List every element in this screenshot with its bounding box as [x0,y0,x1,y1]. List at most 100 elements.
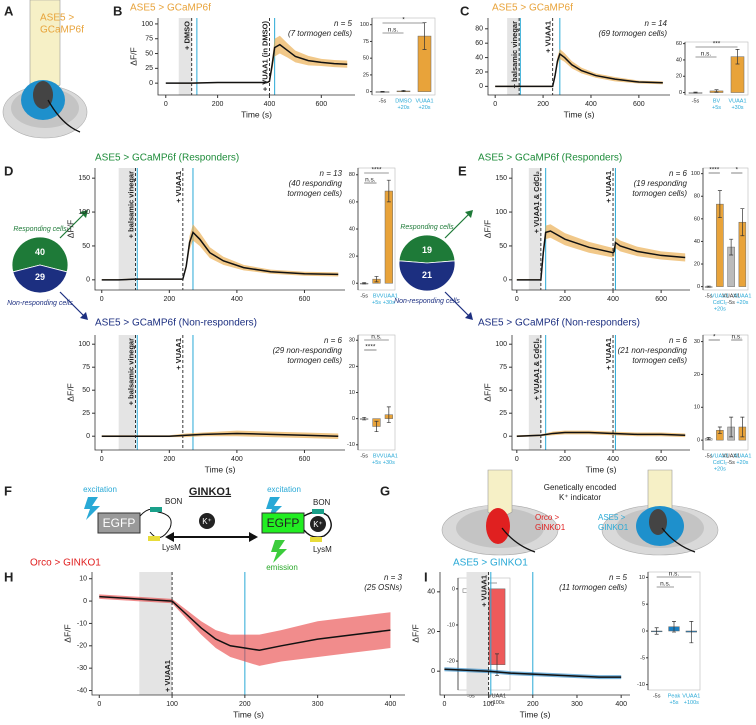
error-bar [740,416,745,438]
event-label: + VUAA1 & CdCl₂ [532,171,541,233]
annotation: n = 6 [669,169,688,178]
y-tick-label: 25 [363,72,369,78]
error-bar [672,620,676,633]
x-tick-label: 0 [493,101,497,108]
x-tick-label: +20s [397,105,409,111]
x-tick-label: 0 [100,456,104,463]
error-bar [386,179,391,203]
y-tick-label: 75 [82,364,90,371]
mean-line [516,230,686,281]
event-label: + balsamic vinegar [127,171,136,238]
stim-window [528,335,541,450]
panel-label: I [424,569,428,584]
stim-window [507,18,520,95]
y-tick-label: 0 [431,668,435,675]
y-tick-label: -40 [77,687,87,694]
event-label: + VUAA1 (in DMSO) [260,21,269,92]
x-tick-label: 400 [231,296,243,303]
x-tick-label: -5s [467,693,475,699]
y-tick-label: 75 [145,36,153,43]
x-tick-label: +5s [712,105,721,111]
error-bar [735,48,740,65]
annotation: tormogen cells) [632,189,687,198]
error-band [516,224,686,281]
y-tick-label: 30 [694,339,700,345]
x-tick-label: +20s [736,460,748,466]
x-tick-label: 400 [585,101,597,108]
x-tick-label: 600 [315,101,327,108]
pie-legend: Responding cells [13,226,67,233]
event-label: + VUAA1 [174,338,183,370]
x-tick-label: +20s [418,105,430,111]
error-band [495,48,663,88]
error-band [99,594,391,666]
y-axis-label: ΔF/F [410,624,420,642]
annotation: (11 tormogen cells) [559,583,627,592]
error-bar [729,238,734,256]
error-bar [401,89,406,93]
x-tick-label: +100s [684,700,699,706]
pie-legend: Non-responding cells [7,300,73,307]
pie-slice [12,264,68,294]
significance-label: **** [365,344,376,351]
x-tick-label: 600 [633,101,645,108]
x-tick-label: 200 [537,101,549,108]
chart-title: ASE5 > GCaMP6f [492,3,573,14]
mean-line [101,230,339,281]
error-bar [689,620,694,644]
error-bar [422,22,427,50]
event-label: + VUAA1 [604,171,613,203]
annotation: (7 tormogen cells) [288,29,352,38]
chart-title: ASE5 > GCaMP6f (Responders) [478,153,622,164]
text: BON [165,497,183,506]
y-tick-label: 50 [499,387,507,394]
x-tick-label: -5s [705,453,713,459]
axes [91,572,405,696]
y-tick-label: -10 [347,442,355,448]
y-tick-label: 50 [145,50,153,57]
y-tick-label: 60 [349,199,355,205]
y-tick-label: 0 [352,281,355,287]
significance-label: * [402,17,405,24]
ginko-title: GINKO1 [189,486,231,498]
significance-label: n.s. [660,581,671,588]
y-tick-label: 0 [697,438,700,444]
error-band [165,35,348,84]
x-tick-label: 200 [527,701,539,708]
text: Orco > [535,513,560,522]
annotation: (19 responding [634,179,688,188]
x-tick-label: 400 [607,456,619,463]
slice-label: 19 [422,245,432,255]
x-tick-label: 400 [607,296,619,303]
x-tick-label: 200 [163,456,175,463]
text: LysM [313,545,332,554]
x-tick-label: +100s [489,700,504,706]
pie-slice [11,236,69,273]
error-bar [706,437,711,440]
plot-frame [357,334,396,451]
annotation: n = 5 [609,573,628,582]
x-tick-label: BV [713,98,721,104]
y-tick-label: 100 [495,209,507,216]
significance-label: * [735,167,738,174]
y-tick-label: 40 [349,226,355,232]
y-tick-label: 50 [499,243,507,250]
x-tick-label: 600 [655,456,667,463]
y-tick-label: -10 [637,682,645,688]
y-tick-label: 60 [475,40,483,47]
y-tick-label: 20 [694,372,700,378]
x-tick-label: VUAA1 [682,693,700,699]
x-tick-label: +20s [714,466,726,472]
y-tick-label: -10 [447,622,455,628]
slice-label: 21 [422,270,432,280]
event-label: + VUAA1 [544,21,553,53]
x-tick-label: 300 [312,701,324,708]
text: LysM [162,543,181,552]
y-tick-label: 80 [475,26,483,33]
y-axis-label: ΔF/F [482,220,492,238]
y-tick-label: 50 [82,387,90,394]
x-tick-label: -5s [360,293,368,299]
significance-label: n.s. [669,571,680,578]
axes [94,168,345,291]
x-tick-label: VUAA1 [711,293,729,299]
